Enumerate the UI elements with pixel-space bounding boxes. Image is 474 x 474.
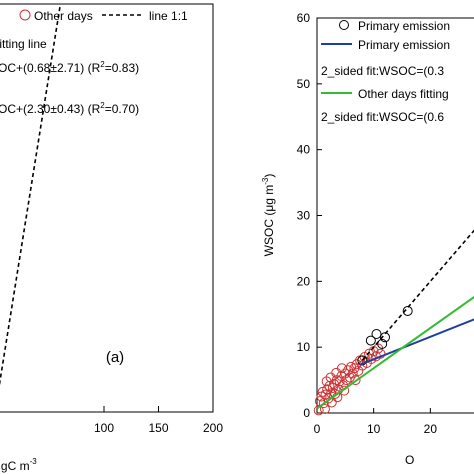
left-legend-other-days-marker [19, 9, 31, 21]
left-x-ticks: 100 150 200 [94, 406, 223, 435]
right-y-axis-label: WSOC (μg m-3) [261, 174, 276, 257]
right-legend-other-days-line-label: Other days fitting [358, 87, 449, 101]
right-legend-primary-marker [339, 20, 349, 30]
other-days-point [321, 376, 332, 387]
other-days-point [327, 382, 338, 393]
left-legend: Other days line 1:1 fitting line [0, 9, 188, 51]
left-x-tick-label: 200 [203, 421, 223, 435]
left-annotation-fit-1: OC+(0.68±2.71) (R2=0.83) [0, 60, 139, 75]
primary-emission-point [377, 338, 388, 349]
other-days-point [347, 368, 358, 379]
right-y-tick-label: 60 [297, 11, 311, 25]
other-days-point [350, 375, 361, 386]
right-line-1-1 [361, 229, 474, 361]
right-x-tick-label: 10 [367, 422, 381, 436]
left-line-1-1 [0, 3, 62, 386]
right-y-ticks: 0 10 20 30 40 50 60 [297, 11, 322, 420]
left-annotation-fit-2: OC+(2.30±0.43) (R2=0.70) [0, 101, 139, 116]
left-x-tick-label: 150 [148, 421, 168, 435]
right-y-tick-label: 20 [297, 274, 311, 288]
right-x-tick-label: 20 [424, 422, 438, 436]
other-days-point [339, 385, 350, 396]
left-legend-other-days-label: Other days [34, 9, 93, 23]
right-x-tick-label: 0 [314, 422, 321, 436]
other-days-point [319, 404, 330, 415]
primary-emission-point [365, 335, 376, 346]
other-days-fit-line [316, 295, 474, 410]
left-legend-line-1-1-label: line 1:1 [149, 9, 188, 23]
right-x-ticks: 0 10 20 [314, 408, 438, 436]
other-days-point [313, 405, 324, 416]
left-x-axis-label: μgC m-3 [0, 457, 37, 473]
right-legend: Primary emission Primary emission 2_side… [321, 19, 450, 124]
right-legend-fit-2-label: 2_sided fit:WSOC=(0.6 [321, 110, 444, 124]
left-x-tick-label: 100 [94, 421, 114, 435]
right-y-tick-label: 0 [303, 406, 310, 420]
right-y-tick-label: 30 [297, 209, 311, 223]
right-legend-primary-label: Primary emission [358, 19, 450, 33]
left-panel-label: (a) [106, 349, 124, 366]
left-panel: 100 150 200 Other days line 1:1 fitting li… [0, 3, 223, 473]
right-y-tick-label: 40 [297, 143, 311, 157]
left-legend-fitting-line-label: fitting line [0, 37, 47, 51]
right-panel: 0 10 20 30 40 50 60 0 10 20 WSOC (μg m-3) O Prim… [261, 11, 474, 467]
right-legend-fit-1-label: 2_sided fit:WSOC=(0.3 [321, 64, 444, 78]
other-days-point [336, 363, 347, 374]
primary-emission-fit-line [359, 318, 474, 366]
primary-emission-point [371, 329, 382, 339]
right-y-tick-label: 10 [297, 340, 311, 354]
right-legend-primary-line-label: Primary emission [358, 38, 450, 52]
right-y-tick-label: 50 [297, 77, 311, 91]
right-x-axis-label: O [405, 453, 414, 467]
right-series [313, 229, 474, 416]
